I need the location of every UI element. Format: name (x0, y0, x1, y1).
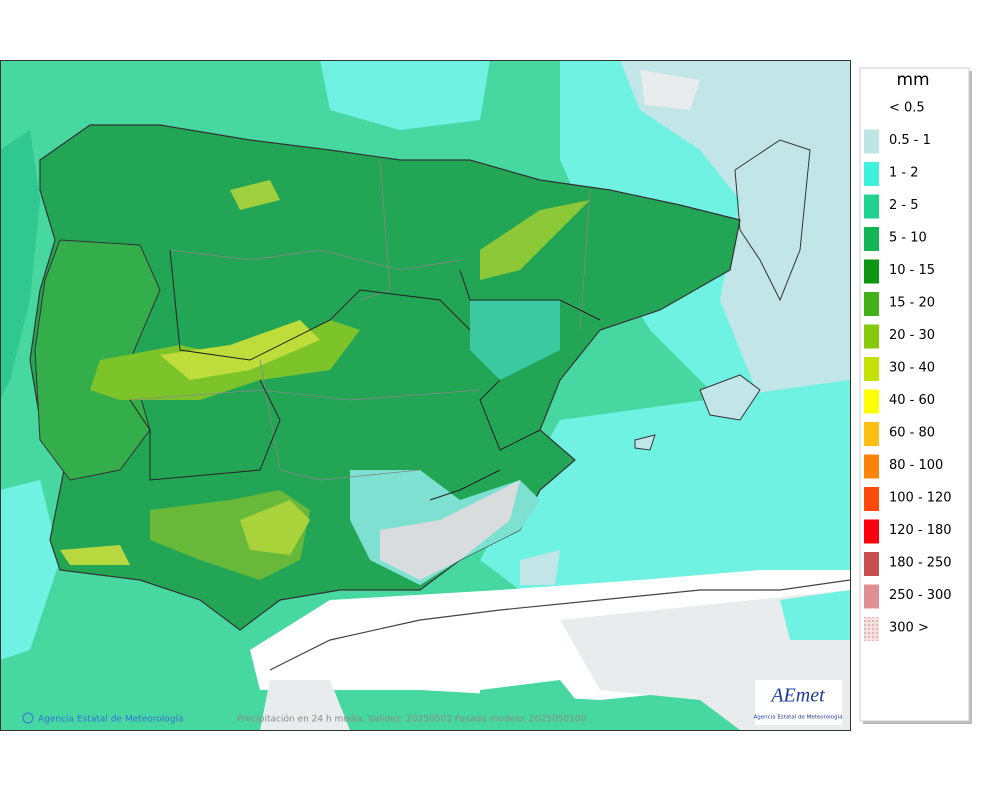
copyright-icon (22, 712, 34, 724)
logo-name: AEmet (769, 685, 825, 707)
legend-swatch (864, 194, 879, 219)
legend-label: 30 - 40 (889, 361, 935, 376)
legend-swatch (864, 292, 879, 316)
legend-items: < 0.5 0.5 - 1 1 - 2 2 - 5 5 - 10 10 - 15 15 - … (864, 101, 952, 641)
logo-box (755, 680, 842, 725)
legend-label: 180 - 250 (889, 556, 952, 571)
legend-label: 300 > (889, 621, 929, 636)
legend-swatch (864, 129, 879, 154)
legend-label: 250 - 300 (889, 588, 952, 603)
legend-swatch (864, 389, 879, 414)
legend-label: 80 - 100 (889, 458, 943, 473)
legend-swatch (864, 617, 879, 641)
legend-label: 100 - 120 (889, 491, 952, 506)
logo-subtitle: Agencia Estatal de Meteorología (754, 714, 843, 721)
legend-swatch (864, 454, 879, 479)
legend-swatch (864, 324, 879, 349)
legend-label: 2 - 5 (889, 198, 919, 213)
legend-swatch (864, 259, 879, 284)
legend-label: 15 - 20 (889, 296, 935, 311)
legend-label: 120 - 180 (889, 523, 952, 538)
credit: Agencia Estatal de Meteorología (38, 715, 184, 725)
legend-title: mm (896, 70, 929, 90)
legend-label: 40 - 60 (889, 393, 935, 408)
legend-label: 60 - 80 (889, 426, 935, 441)
legend-label: 20 - 30 (889, 328, 935, 343)
legend-swatch (864, 519, 879, 544)
legend-swatch (864, 422, 879, 446)
legend-swatch (864, 487, 879, 511)
legend-swatch (864, 227, 879, 251)
legend-swatch (864, 584, 879, 609)
legend-label: 1 - 2 (889, 166, 919, 181)
legend-label: < 0.5 (889, 101, 925, 116)
map-frame (0, 60, 851, 731)
caption: Precipitación en 24 h media. Validez: 20… (237, 714, 587, 725)
legend-swatch (864, 162, 879, 186)
legend-swatch (864, 357, 879, 381)
legend-label: 10 - 15 (889, 263, 935, 278)
map (0, 60, 850, 730)
legend-label: 0.5 - 1 (889, 133, 931, 148)
legend-label: 5 - 10 (889, 231, 927, 246)
legend-swatch (864, 552, 879, 576)
